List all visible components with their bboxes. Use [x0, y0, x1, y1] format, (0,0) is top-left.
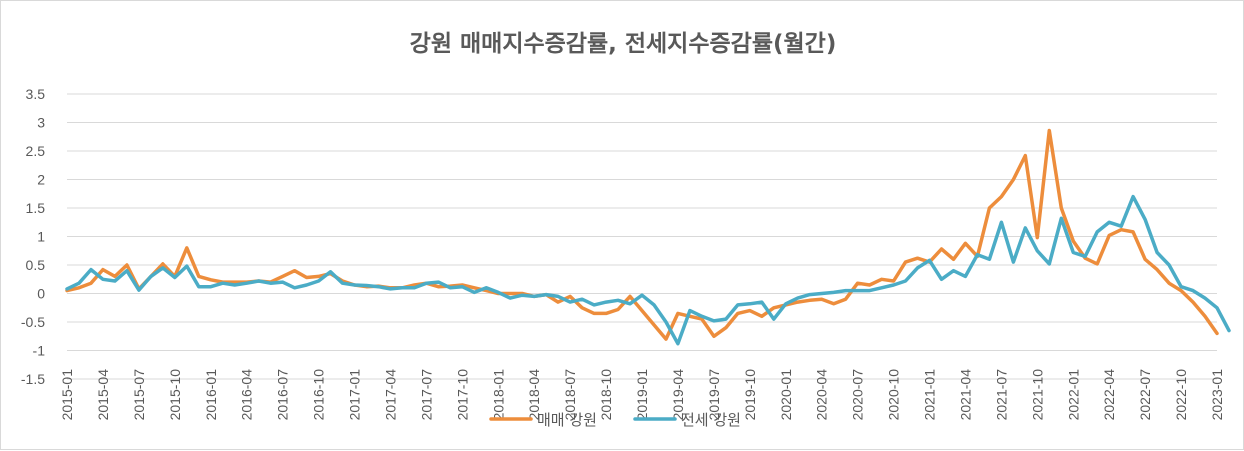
y-tick-label: 0 — [37, 286, 45, 302]
x-tick-label: 2018-01 — [490, 369, 506, 421]
x-axis-ticks: 2015-01 2015-04 2015-07 2015-10 2016-01 2016-… — [59, 369, 1225, 421]
x-tick-label: 2018-10 — [598, 369, 614, 421]
y-tick-label: 1 — [37, 229, 45, 245]
y-tick-label: 3 — [37, 115, 45, 131]
x-tick-label: 2016-01 — [203, 369, 219, 421]
x-tick-label: 2017-04 — [382, 369, 398, 421]
series-line-1 — [65, 128, 1219, 341]
y-axis-ticks: 3.5 3 2.5 2 1.5 1 0.5 0 -0.5 -1 -1.5 — [21, 86, 45, 387]
x-tick-label: 2020-07 — [850, 369, 866, 421]
x-tick-label: 2018-04 — [526, 369, 542, 421]
x-tick-label: 2020-10 — [886, 369, 902, 421]
x-tick-label: 2015-10 — [167, 369, 183, 421]
x-tick-label: 2016-10 — [311, 369, 327, 421]
x-tick-label: 2021-04 — [957, 369, 973, 421]
x-tick-label: 2017-10 — [454, 369, 470, 421]
y-tick-label: 2.5 — [26, 143, 46, 159]
x-tick-label: 2015-04 — [95, 369, 111, 421]
x-tick-label: 2017-07 — [418, 369, 434, 421]
x-tick-label: 2018-07 — [562, 369, 578, 421]
x-tick-label: 2022-07 — [1137, 369, 1153, 421]
y-tick-label: 2 — [37, 172, 45, 188]
x-tick-label: 2020-04 — [814, 369, 830, 421]
x-tick-label: 2019-07 — [706, 369, 722, 421]
x-tick-label: 2021-07 — [993, 369, 1009, 421]
x-tick-label: 2015-01 — [59, 369, 75, 421]
x-tick-label: 2022-10 — [1173, 369, 1189, 421]
legend: 매매 강원 전세 강원 — [489, 411, 741, 429]
y-tick-label: 0.5 — [26, 257, 46, 273]
series-line-2 — [65, 194, 1231, 346]
series-lines — [65, 128, 1231, 346]
y-tick-label: 3.5 — [26, 86, 46, 102]
x-tick-label: 2021-10 — [1029, 369, 1045, 421]
x-tick-label: 2019-04 — [670, 369, 686, 421]
y-tick-label: -0.5 — [21, 314, 45, 330]
x-tick-label: 2021-01 — [922, 369, 938, 421]
legend-label: 전세 강원 — [681, 411, 741, 429]
y-tick-label: -1.5 — [21, 371, 45, 387]
chart-title: 강원 매매지수증감률, 전세지수증감률(월간) — [410, 31, 837, 57]
x-tick-label: 2020-01 — [778, 369, 794, 421]
x-tick-label: 2019-10 — [742, 369, 758, 421]
x-tick-label: 2016-07 — [275, 369, 291, 421]
y-tick-label: 1.5 — [26, 200, 46, 216]
x-tick-label: 2019-01 — [634, 369, 650, 421]
x-tick-label: 2022-01 — [1065, 369, 1081, 421]
x-tick-label: 2022-04 — [1101, 369, 1117, 421]
x-tick-label: 2015-07 — [131, 369, 147, 421]
x-tick-label: 2016-04 — [239, 369, 255, 421]
legend-label: 매매 강원 — [537, 411, 597, 429]
y-tick-label: -1 — [33, 343, 46, 359]
x-tick-label: 2017-01 — [347, 369, 363, 421]
gridlines — [67, 93, 1217, 380]
x-tick-label: 2023-01 — [1209, 369, 1225, 421]
